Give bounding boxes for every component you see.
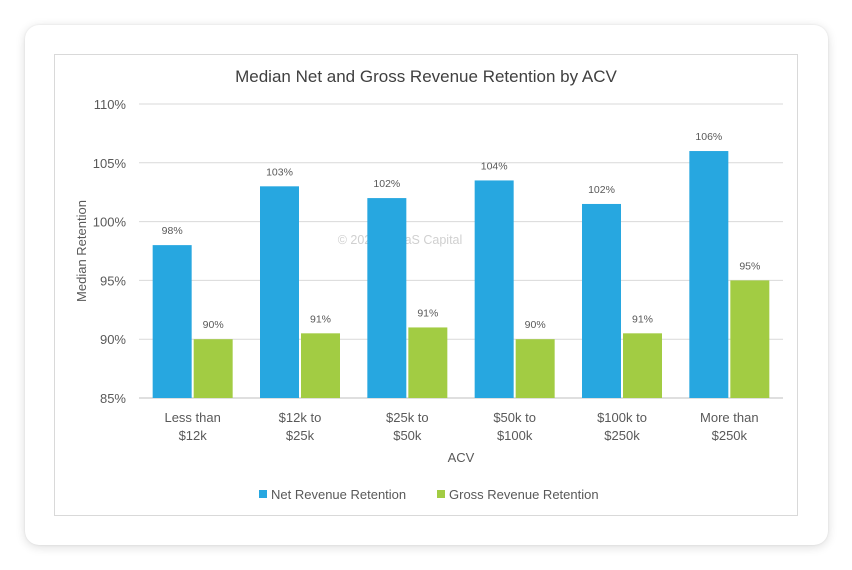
- data-label: 104%: [481, 160, 508, 172]
- x-tick-label: More than: [700, 410, 759, 425]
- x-axis-ticks: Less than $12k $12k to $25k $25k to $50k $50k …: [164, 410, 758, 443]
- legend-swatch-gross: [437, 490, 445, 498]
- data-label: 90%: [525, 319, 546, 331]
- data-label: 102%: [588, 184, 615, 196]
- net-retention-bar: [367, 198, 407, 398]
- net-retention-bar: [689, 151, 729, 398]
- data-label: 102%: [373, 178, 400, 190]
- data-label: 90%: [203, 319, 224, 331]
- x-tick-label: $25k: [286, 428, 315, 443]
- gross-retention-bar: [408, 327, 448, 398]
- x-tick-label: $100k: [497, 428, 533, 443]
- legend-label-gross: Gross Revenue Retention: [449, 487, 599, 502]
- net-retention-bar: [260, 186, 299, 398]
- net-retention-bar: [474, 180, 514, 398]
- x-tick-label: $100k to: [597, 410, 647, 425]
- data-label: 106%: [695, 131, 722, 143]
- x-tick-label: Less than: [164, 410, 220, 425]
- y-tick-label: 100%: [93, 215, 127, 230]
- chart-title: Median Net and Gross Revenue Retention b…: [235, 67, 617, 86]
- data-label: 103%: [266, 166, 293, 178]
- gross-retention-bar: [623, 333, 662, 398]
- bars: [152, 151, 770, 398]
- gross-retention-bar: [730, 280, 770, 398]
- y-tick-label: 95%: [100, 273, 126, 288]
- y-tick-label: 85%: [100, 391, 126, 406]
- gross-retention-bar: [515, 339, 555, 398]
- data-labels: 98% 90% 103% 91% 102% 91% 104% 90% 102% 91% 106% 95…: [162, 131, 761, 331]
- gross-retention-bar: [193, 339, 233, 398]
- net-retention-bar: [152, 245, 192, 398]
- data-label: 91%: [417, 307, 438, 319]
- gross-retention-bar: [301, 333, 340, 398]
- y-tick-label: 110%: [94, 97, 127, 112]
- x-axis-label: ACV: [448, 450, 475, 465]
- legend: Net Revenue Retention Gross Revenue Reten…: [259, 487, 599, 502]
- y-tick-label: 105%: [93, 156, 127, 171]
- x-tick-label: $12k: [179, 428, 208, 443]
- legend-label-net: Net Revenue Retention: [271, 487, 406, 502]
- data-label: 91%: [310, 313, 331, 325]
- legend-swatch-net: [259, 490, 267, 498]
- x-tick-label: $50k to: [493, 410, 536, 425]
- x-tick-label: $250k: [712, 428, 748, 443]
- y-tick-label: 90%: [100, 332, 126, 347]
- y-axis-ticks: 85% 90% 95% 100% 105% 110%: [93, 97, 127, 406]
- gridlines: [139, 103, 783, 399]
- x-tick-label: $12k to: [279, 410, 322, 425]
- x-tick-label: $50k: [393, 428, 422, 443]
- data-label: 95%: [739, 260, 760, 272]
- x-tick-label: $25k to: [386, 410, 429, 425]
- x-tick-label: $250k: [604, 428, 640, 443]
- net-retention-bar: [582, 203, 621, 398]
- data-label: 98%: [162, 225, 183, 237]
- y-axis-label: Median Retention: [74, 200, 89, 302]
- data-label: 91%: [632, 313, 653, 325]
